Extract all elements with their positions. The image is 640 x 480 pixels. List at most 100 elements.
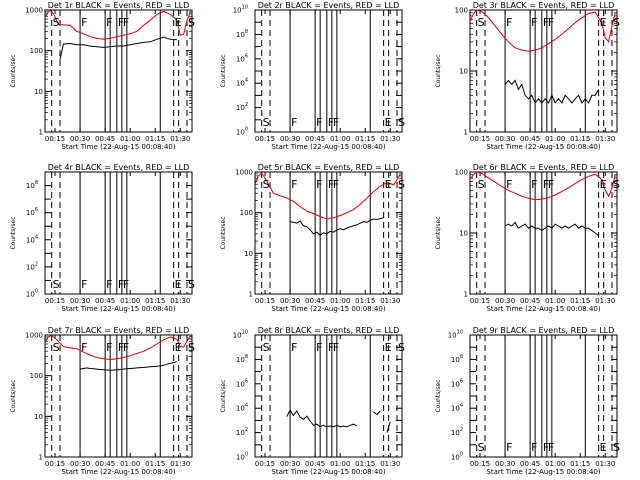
- x-tick-label: 01:30: [595, 297, 615, 305]
- y-tick-exponent: 4: [245, 403, 248, 409]
- y-tick-label: 100: [30, 47, 43, 55]
- y-tick-label: 1: [464, 129, 468, 137]
- x-axis-label: Start Time (22-Aug-15 00:08:40): [271, 305, 385, 313]
- detector-panel-7: Det 7r BLACK = Events, RED = LLD 00:15 00:…: [10, 326, 195, 476]
- y-tick-label: 1: [39, 129, 43, 137]
- y-tick-exponent: 4: [460, 403, 463, 409]
- x-tick-label: 00:45: [305, 135, 325, 143]
- event-marker-label: S: [53, 341, 60, 354]
- x-tick-label: 01:30: [595, 460, 615, 468]
- event-marker-label: F: [548, 16, 554, 29]
- x-tick-label: 00:15: [255, 460, 275, 468]
- y-tick-exponent: 2: [245, 427, 248, 433]
- y-tick-label: 108: [451, 354, 463, 364]
- y-tick-label: 100: [236, 452, 248, 462]
- y-tick-exponent: 0: [245, 452, 248, 458]
- x-tick-label: 00:30: [495, 135, 515, 143]
- y-tick-label: 100: [236, 127, 248, 137]
- y-tick-label: 100: [26, 289, 38, 299]
- event-marker-label: S: [398, 178, 405, 191]
- y-tick-label: 100: [240, 209, 253, 217]
- y-tick-label: 108: [236, 29, 248, 39]
- x-tick-label: 00:15: [255, 297, 275, 305]
- x-tick-label: 00:15: [45, 460, 65, 468]
- x-tick-label: 00:45: [520, 135, 540, 143]
- y-tick-label: 106: [26, 207, 38, 217]
- x-tick-label: 01:00: [330, 460, 350, 468]
- y-tick-label: 1: [39, 454, 43, 462]
- x-tick-label: 01:15: [570, 297, 590, 305]
- x-tick-label: 01:00: [120, 135, 140, 143]
- event-marker-label: S: [188, 341, 195, 354]
- series-lld-line: [254, 172, 401, 220]
- plot-frame: [254, 9, 403, 133]
- series-events-line: [59, 36, 178, 60]
- event-marker-label: F: [506, 441, 512, 454]
- event-marker-label: E: [175, 341, 182, 354]
- event-marker-label: E: [175, 278, 182, 291]
- x-tick-label: 01:30: [170, 297, 190, 305]
- event-marker-label: E: [600, 441, 607, 454]
- event-marker-label: E: [600, 16, 607, 29]
- x-axis-label: Start Time (22-Aug-15 00:08:40): [271, 143, 385, 151]
- event-marker-label: S: [478, 16, 485, 29]
- y-tick-label: 104: [236, 403, 248, 413]
- series-events-line: [286, 409, 358, 428]
- event-marker-label: S: [613, 16, 620, 29]
- x-tick-label: 00:15: [470, 460, 490, 468]
- event-marker-label: S: [478, 441, 485, 454]
- y-tick-label: 1010: [448, 330, 463, 340]
- plot-frame: [44, 334, 193, 458]
- x-tick-label: 01:00: [120, 460, 140, 468]
- y-axis-label: Counts/sec: [435, 54, 442, 87]
- y-tick-label: 100: [451, 452, 463, 462]
- event-marker-label: S: [188, 16, 195, 29]
- event-marker-label: F: [291, 341, 297, 354]
- y-axis-label: Counts/sec: [220, 379, 227, 412]
- y-tick-label: 106: [236, 378, 248, 388]
- y-tick-exponent: 8: [460, 354, 463, 360]
- y-tick-exponent: 8: [245, 29, 248, 35]
- event-marker-label: S: [613, 178, 620, 191]
- series-events-line: [504, 79, 600, 104]
- x-tick-label: 01:00: [330, 135, 350, 143]
- panel-title: Det 5r BLACK = Events, RED = LLD: [258, 163, 400, 172]
- y-axis-label: Counts/sec: [10, 379, 17, 412]
- event-marker-label: F: [531, 178, 537, 191]
- event-marker-label: F: [333, 341, 339, 354]
- y-tick-exponent: 2: [460, 427, 463, 433]
- y-tick-label: 106: [236, 53, 248, 63]
- event-marker-label: F: [291, 178, 297, 191]
- x-tick-label: 01:00: [545, 297, 565, 305]
- y-tick-label: 102: [451, 427, 463, 437]
- x-tick-label: 00:30: [280, 135, 300, 143]
- y-tick-label: 108: [236, 354, 248, 364]
- x-tick-label: 01:30: [595, 135, 615, 143]
- x-tick-label: 01:30: [170, 135, 190, 143]
- event-marker-label: F: [118, 278, 124, 291]
- x-tick-label: 00:15: [255, 135, 275, 143]
- y-tick-exponent: 6: [245, 378, 248, 384]
- x-tick-label: 01:00: [545, 460, 565, 468]
- y-tick-exponent: 6: [245, 53, 248, 59]
- panel-title: Det 9r BLACK = Events, RED = LLD: [473, 326, 615, 335]
- event-marker-label: E: [175, 16, 182, 29]
- y-tick-exponent: 10: [242, 5, 248, 11]
- y-tick-label: 1000: [25, 332, 43, 340]
- detector-panel-5: Det 5r BLACK = Events, RED = LLD 00:15 00:…: [220, 163, 405, 313]
- event-marker-label: S: [188, 278, 195, 291]
- x-tick-label: 00:45: [95, 460, 115, 468]
- y-tick-exponent: 6: [35, 207, 38, 213]
- x-tick-label: 01:30: [170, 460, 190, 468]
- x-tick-label: 01:00: [545, 135, 565, 143]
- y-tick-label: 104: [451, 403, 463, 413]
- y-axis-label: Counts/sec: [435, 379, 442, 412]
- detector-panel-1: Det 1r BLACK = Events, RED = LLD 00:15 00:…: [10, 1, 195, 151]
- y-tick-label: 10: [34, 88, 43, 96]
- y-tick-exponent: 0: [460, 452, 463, 458]
- plot-frame: [44, 171, 193, 295]
- plot-frame: [254, 171, 403, 295]
- x-tick-label: 00:45: [520, 460, 540, 468]
- x-tick-label: 00:45: [95, 135, 115, 143]
